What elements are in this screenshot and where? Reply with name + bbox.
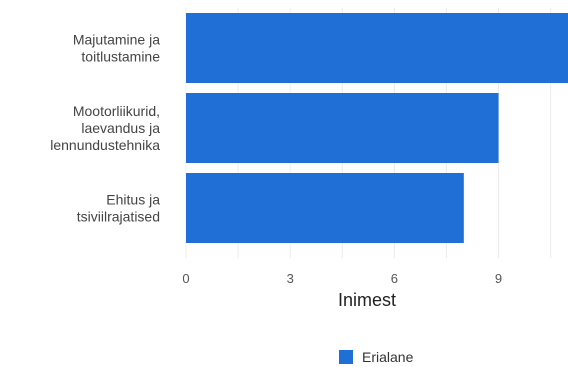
- category-label-1: Mootorliikurid, laevandus ja lennundustehn…: [50, 103, 160, 153]
- bar-2: [186, 173, 464, 243]
- bar-0: [186, 13, 568, 83]
- x-tick-labels: 0 3 6 9: [182, 271, 502, 286]
- category-label-2: Ehitus ja tsiviilrajatised: [77, 192, 160, 225]
- category-label-line: tsiviilrajatised: [77, 209, 160, 225]
- x-tick-label-1: 3: [287, 271, 294, 286]
- x-axis-title: Inimest: [338, 290, 396, 310]
- category-label-line: Majutamine ja: [73, 32, 160, 48]
- bars: [186, 13, 568, 243]
- legend-label: Erialane: [362, 349, 414, 365]
- category-label-line: lennundustehnika: [50, 137, 160, 153]
- category-labels: Majutamine ja toitlustamine Mootorliikurid…: [50, 32, 160, 225]
- bar-1: [186, 93, 499, 163]
- category-label-line: Mootorliikurid,: [73, 103, 160, 119]
- category-label-0: Majutamine ja toitlustamine: [73, 32, 160, 65]
- category-label-line: toitlustamine: [81, 49, 160, 65]
- x-tick-label-2: 6: [391, 271, 398, 286]
- x-tick-label-3: 9: [495, 271, 502, 286]
- legend-swatch: [339, 350, 353, 364]
- legend: Erialane: [339, 349, 414, 365]
- category-label-line: Ehitus ja: [106, 192, 160, 208]
- x-tick-label-0: 0: [182, 271, 189, 286]
- category-label-line: laevandus ja: [81, 120, 160, 136]
